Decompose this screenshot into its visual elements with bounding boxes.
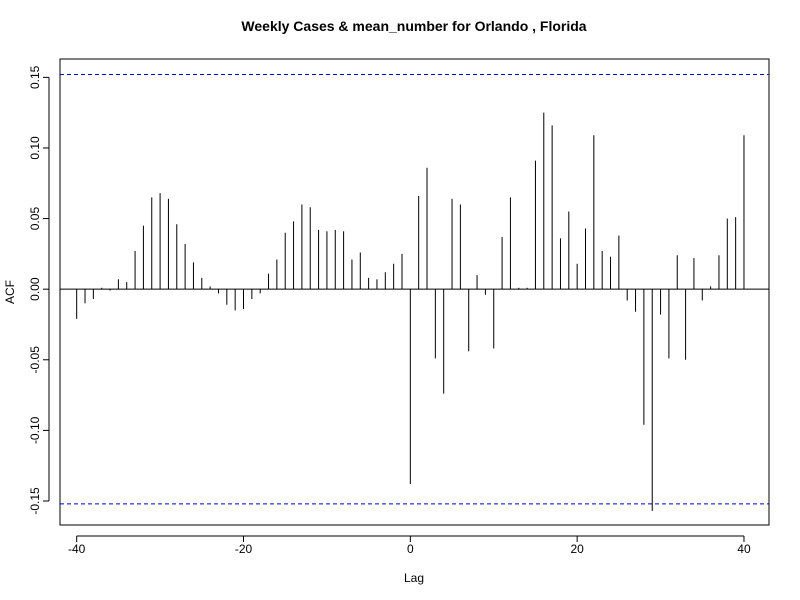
y-tick-label: -0.05 [28,346,42,374]
x-tick-label: 0 [407,542,414,556]
x-axis-label: Lag [404,571,424,585]
y-tick-label: 0.05 [28,207,42,231]
x-tick-label: 20 [570,542,584,556]
x-tick-label: 40 [737,542,751,556]
y-tick-label: 0.15 [28,65,42,89]
y-tick-label: -0.15 [28,487,42,515]
chart-title: Weekly Cases & mean_number for Orlando ,… [241,18,586,34]
y-tick-label: -0.10 [28,416,42,444]
plot-frame [59,58,770,526]
x-tick-label: -20 [235,542,253,556]
plot-marks: -40 -20 0 20 40 -0.15 -0.10 -0.05 0.00 0.05 0.10 0.… [28,65,769,556]
x-tick-label: -40 [68,542,86,556]
y-tick-label: 0.10 [28,136,42,160]
y-tick-label: 0.00 [28,277,42,301]
y-axis-label: ACF [3,280,17,304]
